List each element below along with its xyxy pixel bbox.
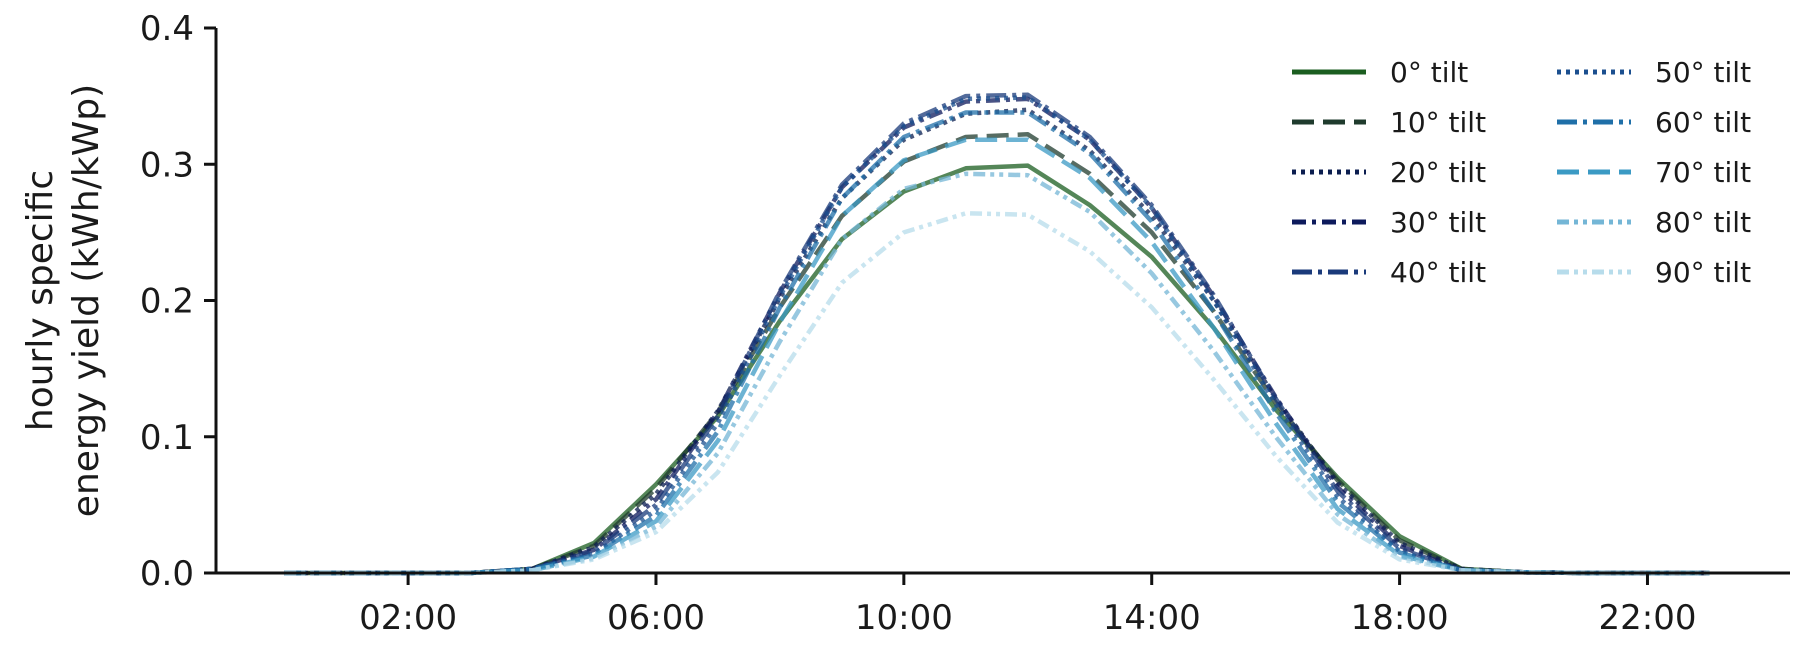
x-tick-label: 14:00 [1103, 598, 1201, 638]
x-tick-label: 18:00 [1351, 598, 1449, 638]
legend-label: 70° tilt [1655, 156, 1751, 189]
x-tick-label: 06:00 [607, 598, 705, 638]
legend-label: 90° tilt [1655, 256, 1751, 289]
y-tick-label: 0.4 [140, 9, 194, 49]
series-line [284, 110, 1710, 576]
legend-label: 40° tilt [1390, 256, 1486, 289]
series-line [284, 137, 1710, 576]
y-tick-label: 0.2 [140, 282, 194, 322]
y-axis-label-line-1: hourly specific [20, 170, 61, 431]
y-axis-label-line-2: energy yield (kWh/kWp) [66, 84, 107, 517]
legend-label: 30° tilt [1390, 206, 1486, 239]
y-ticks: 0.0 0.1 0.2 0.3 0.4 [140, 9, 216, 594]
y-tick-label: 0.1 [140, 418, 194, 458]
series-line [284, 171, 1710, 576]
legend-label: 20° tilt [1390, 156, 1486, 189]
x-tick-label: 22:00 [1598, 598, 1696, 638]
x-ticks: 02:00 06:00 10:00 14:00 18:00 22:00 [359, 573, 1696, 638]
y-tick-label: 0.3 [140, 145, 194, 185]
series-line [284, 107, 1710, 576]
series-line [284, 211, 1710, 576]
legend-label: 80° tilt [1655, 206, 1751, 239]
legend-label: 60° tilt [1655, 106, 1751, 139]
y-tick-label: 0.0 [140, 554, 194, 594]
series-line [284, 132, 1710, 576]
legend-label: 50° tilt [1655, 56, 1751, 89]
axes [214, 28, 1790, 575]
legend-label: 10° tilt [1390, 106, 1486, 139]
legend: 0° tilt 10° tilt 20° tilt 30° tilt 40° tilt 5… [1292, 56, 1751, 289]
series-line [284, 163, 1710, 576]
legend-label: 0° tilt [1390, 56, 1468, 89]
x-tick-label: 10:00 [855, 598, 953, 638]
series-layer [284, 92, 1710, 576]
series-line [284, 96, 1710, 576]
x-tick-label: 02:00 [359, 598, 457, 638]
